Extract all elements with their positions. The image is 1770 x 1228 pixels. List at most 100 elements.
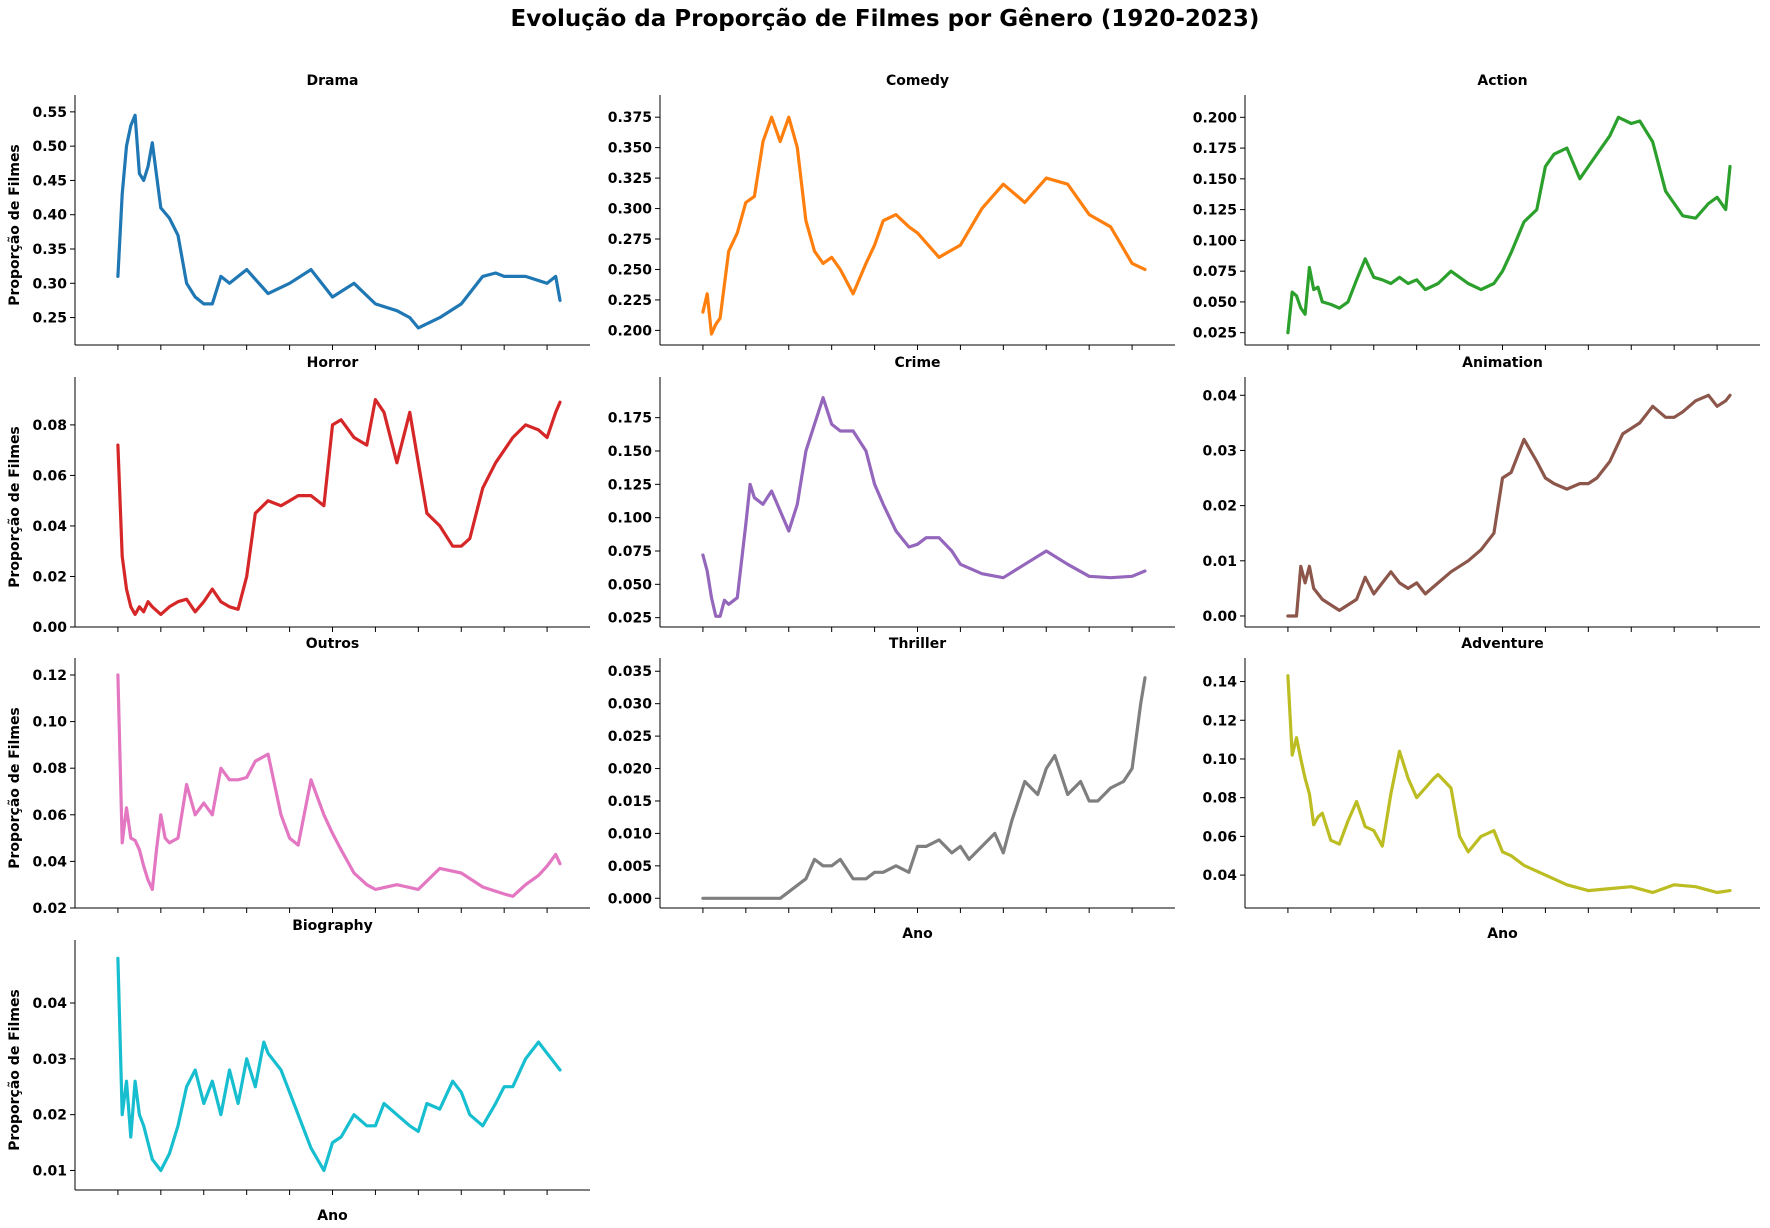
y-tick-label: 0.25 [32,311,67,327]
series-line-thriller [701,676,1147,900]
y-tick-label: 0.050 [1193,295,1238,311]
series-line-animation [1286,393,1732,618]
y-tick-label: 0.025 [608,611,652,627]
subplot-adventure: 0.04 0.06 0.08 0.10 0.12 0.14 Adventure Ano [1202,636,1760,942]
y-tick-label: 0.020 [608,762,653,778]
y-axis-label: Proporção de Filmes [7,426,23,588]
y-tick-label: 0.02 [32,569,67,585]
y-tick-label: 0.325 [608,171,652,187]
y-tick-label: 0.025 [608,729,652,745]
y-tick-label: 0.03 [1202,443,1237,459]
x-axis-label: Ano [317,1208,348,1224]
subplot-comedy: 0.200 0.225 0.250 0.275 0.300 0.325 0.350 0.375… [608,73,1175,350]
y-tick-label: 0.00 [32,620,67,636]
y-tick-label: 0.050 [608,577,653,593]
y-tick-label: 0.100 [1193,233,1238,249]
y-tick-label: 0.375 [608,110,652,126]
figure-title: Evolução da Proporção de Filmes por Gêne… [510,6,1260,32]
y-tick-label: 0.100 [608,511,653,527]
subplot-animation: 0.00 0.01 0.02 0.03 0.04 Animation [1202,355,1760,632]
subplot-thriller: 0.000 0.005 0.010 0.015 0.020 0.025 0.030 0.035… [608,636,1175,942]
y-tick-label: 0.175 [1193,141,1237,157]
y-tick-label: 0.275 [608,232,652,248]
subplot-crime: 0.025 0.050 0.075 0.100 0.125 0.150 0.175 Crime [608,355,1175,632]
y-tick-label: 0.45 [32,173,67,189]
y-tick-label: 0.01 [32,1163,67,1179]
y-tick-label: 0.02 [32,901,67,917]
y-tick-label: 0.075 [1193,264,1237,280]
y-tick-label: 0.025 [1193,326,1237,342]
y-tick-label: 0.06 [32,808,67,824]
subplot-title: Biography [292,918,373,934]
subplot-horror: 0.00 0.02 0.04 0.06 0.08 Horror Proporção de F… [7,355,590,636]
y-tick-label: 0.14 [1202,675,1237,691]
series-line-drama [116,113,562,330]
y-tick-label: 0.005 [608,859,652,875]
subplot-title: Thriller [889,636,946,652]
series-line-biography [116,956,562,1173]
y-tick-label: 0.06 [1202,829,1237,845]
y-tick-label: 0.35 [32,242,67,258]
x-axis-label: Ano [1487,926,1518,942]
subplot-title: Adventure [1461,636,1544,652]
y-tick-label: 0.10 [1202,752,1237,768]
y-tick-label: 0.04 [1202,388,1237,404]
y-tick-label: 0.200 [608,323,653,339]
subplot-outros: 0.02 0.04 0.06 0.08 0.10 0.12 Outros Proporção … [7,636,590,917]
subplot-drama: 0.25 0.30 0.35 0.40 0.45 0.50 0.55 Drama Proporç… [7,73,590,350]
y-tick-label: 0.40 [32,208,67,224]
y-tick-label: 0.12 [1202,713,1237,729]
series-line-outros [116,673,562,898]
series-line-comedy [701,115,1147,336]
series-line-action [1286,115,1732,335]
x-axis-label: Ano [902,926,933,942]
series-line-adventure [1286,674,1732,895]
y-tick-label: 0.125 [608,477,652,493]
y-axis-label: Proporção de Filmes [7,144,23,306]
y-tick-label: 0.04 [1202,868,1237,884]
y-tick-label: 0.08 [1202,791,1237,807]
y-tick-label: 0.08 [32,418,67,434]
y-tick-label: 0.015 [608,794,652,810]
subplot-title: Animation [1462,355,1543,371]
y-tick-label: 0.350 [608,141,653,157]
series-line-horror [116,398,562,617]
subplot-title: Action [1477,73,1527,89]
y-tick-label: 0.02 [32,1108,67,1124]
y-tick-label: 0.300 [608,202,653,218]
y-tick-label: 0.250 [608,262,653,278]
y-tick-label: 0.55 [32,105,67,121]
y-tick-label: 0.150 [1193,172,1238,188]
y-tick-label: 0.08 [32,761,67,777]
series-line-crime [701,396,1147,618]
subplot-action: 0.025 0.050 0.075 0.100 0.125 0.150 0.175 0.200… [1193,73,1760,350]
subplot-title: Crime [894,355,940,371]
y-tick-label: 0.04 [32,519,67,535]
y-tick-label: 0.150 [608,444,653,460]
y-tick-label: 0.30 [32,276,67,292]
y-tick-label: 0.00 [1202,609,1237,625]
y-tick-label: 0.04 [32,854,67,870]
y-tick-label: 0.035 [608,664,652,680]
y-tick-label: 0.02 [1202,499,1237,515]
y-tick-label: 0.010 [608,826,653,842]
y-axis-label: Proporção de Filmes [7,989,23,1151]
y-tick-label: 0.03 [32,1052,67,1068]
y-tick-label: 0.075 [608,544,652,560]
y-tick-label: 0.225 [608,293,652,309]
subplot-biography: 0.01 0.02 0.03 0.04 Biography Proporção de Fi… [7,918,590,1224]
subplot-title: Outros [306,636,359,652]
subplot-title: Horror [307,355,359,371]
y-tick-label: 0.06 [32,468,67,484]
y-tick-label: 0.12 [32,668,67,684]
y-tick-label: 0.030 [608,697,653,713]
subplot-title: Drama [306,73,358,89]
y-tick-label: 0.04 [32,996,67,1012]
y-tick-label: 0.000 [608,891,653,907]
y-tick-label: 0.175 [608,411,652,427]
y-tick-label: 0.01 [1202,554,1237,570]
y-tick-label: 0.200 [1193,110,1238,126]
y-tick-label: 0.10 [32,715,67,731]
y-axis-label: Proporção de Filmes [7,707,23,869]
